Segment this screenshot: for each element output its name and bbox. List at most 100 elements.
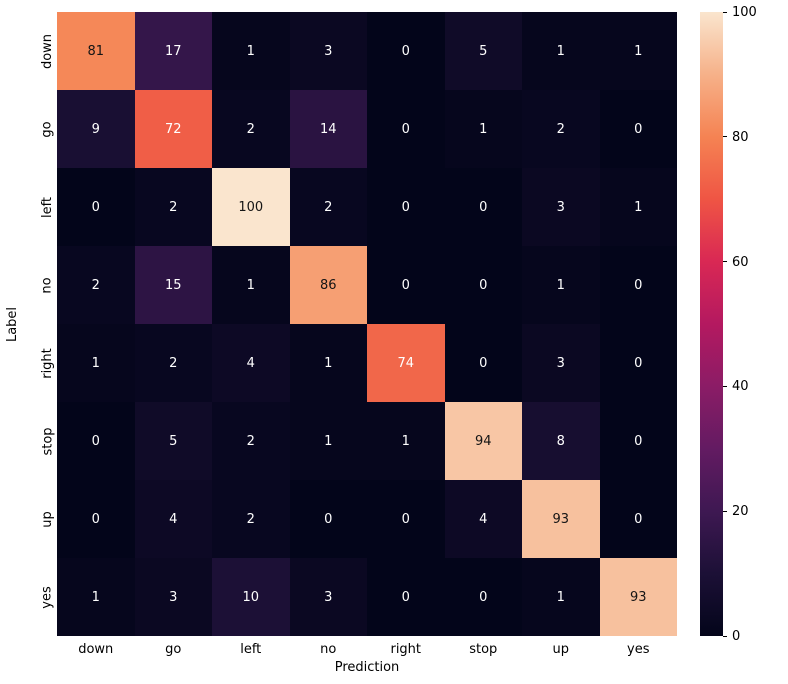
colorbar-tick-mark: [723, 261, 727, 263]
heatmap-cell-yes-down: 1: [57, 558, 135, 636]
heatmap-cell-up-stop: 4: [444, 480, 522, 558]
heatmap-cell-yes-left: 10: [212, 558, 290, 636]
y-tick-label: left: [40, 196, 56, 218]
colorbar: [700, 12, 723, 636]
heatmap-cell-go-stop: 1: [444, 90, 522, 168]
y-tick-label: right: [40, 347, 56, 379]
heatmap-cell-go-right: 0: [367, 90, 445, 168]
colorbar-tick-mark: [723, 385, 727, 387]
heatmap-cell-right-go: 2: [134, 324, 212, 402]
heatmap-cell-down-right: 0: [367, 12, 445, 90]
heatmap-cell-left-up: 3: [522, 168, 600, 246]
colorbar-tick-mark: [723, 11, 727, 13]
colorbar-tick-mark: [723, 635, 727, 637]
heatmap-cell-go-down: 9: [57, 90, 135, 168]
heatmap-cell-up-go: 4: [134, 480, 212, 558]
x-tick-down: down: [78, 641, 114, 657]
heatmap-cell-yes-yes: 93: [599, 558, 677, 636]
x-axis-label-text: Prediction: [334, 660, 400, 675]
heatmap-cell-left-no: 2: [289, 168, 367, 246]
heatmap-cell-down-left: 1: [212, 12, 290, 90]
heatmap-cell-right-right: 74: [367, 324, 445, 402]
y-tick-label: down: [40, 33, 56, 69]
heatmap-cell-no-stop: 0: [444, 246, 522, 324]
heatmap-cell-stop-stop: 94: [444, 402, 522, 480]
x-tick-go: go: [165, 641, 182, 657]
colorbar-gradient: [700, 12, 723, 636]
heatmap-cell-yes-right: 0: [367, 558, 445, 636]
heatmap-cell-stop-down: 0: [57, 402, 135, 480]
colorbar-tick-label-40: 40: [732, 379, 749, 395]
heatmap-cell-right-stop: 0: [444, 324, 522, 402]
heatmap-cell-left-go: 2: [134, 168, 212, 246]
heatmap-cell-down-no: 3: [289, 12, 367, 90]
heatmap-cell-no-no: 86: [289, 246, 367, 324]
heatmap-cell-right-left: 4: [212, 324, 290, 402]
heatmap-cell-stop-left: 2: [212, 402, 290, 480]
heatmap-cell-no-yes: 0: [599, 246, 677, 324]
heatmap-cell-right-down: 1: [57, 324, 135, 402]
heatmap-cell-stop-yes: 0: [599, 402, 677, 480]
heatmap-cell-up-no: 0: [289, 480, 367, 558]
colorbar-tick-label-100: 100: [732, 5, 757, 20]
colorbar-tick-label-60: 60: [732, 254, 749, 270]
heatmap-cell-go-go: 72: [134, 90, 212, 168]
colorbar-tick-label-20: 20: [732, 504, 749, 520]
heatmap-grid: 81 17 1 3 0 5 1 1 9 72 2 14 0 1 2 0 0 2 100 2 0 0 3 1 2 15 1 86 0 0 1 0…: [57, 12, 677, 636]
heatmap-cell-stop-no: 1: [289, 402, 367, 480]
heatmap-cell-yes-up: 1: [522, 558, 600, 636]
x-tick-left: left: [240, 641, 262, 657]
x-tick-yes: yes: [627, 641, 650, 657]
y-axis-label-text: Label: [5, 306, 21, 342]
heatmap-cell-right-yes: 0: [599, 324, 677, 402]
heatmap-cell-down-stop: 5: [444, 12, 522, 90]
heatmap-cell-no-right: 0: [367, 246, 445, 324]
heatmap-cell-no-up: 1: [522, 246, 600, 324]
heatmap-cell-right-no: 1: [289, 324, 367, 402]
heatmap-cell-yes-stop: 0: [444, 558, 522, 636]
heatmap-cell-up-left: 2: [212, 480, 290, 558]
heatmap-cell-left-stop: 0: [444, 168, 522, 246]
heatmap-cell-left-left: 100: [212, 168, 290, 246]
heatmap-cell-yes-no: 3: [289, 558, 367, 636]
heatmap-cell-stop-up: 8: [522, 402, 600, 480]
x-axis-label: Prediction: [57, 660, 677, 675]
colorbar-tick-mark: [723, 510, 727, 512]
colorbar-ticks: 0 20 40 60 80 100: [723, 6, 783, 643]
x-tick-stop: stop: [469, 641, 498, 657]
colorbar-tick-label-80: 80: [732, 129, 749, 145]
y-tick-label: up: [40, 510, 56, 528]
heatmap-cell-no-down: 2: [57, 246, 135, 324]
heatmap-cell-stop-right: 1: [367, 402, 445, 480]
heatmap-cell-stop-go: 5: [134, 402, 212, 480]
heatmap-cell-down-go: 17: [134, 12, 212, 90]
x-tick-no: no: [320, 641, 337, 657]
heatmap-cell-go-yes: 0: [599, 90, 677, 168]
heatmap-cell-left-right: 0: [367, 168, 445, 246]
heatmap-cell-no-go: 15: [134, 246, 212, 324]
heatmap-cell-go-no: 14: [289, 90, 367, 168]
heatmap-cell-down-down: 81: [57, 12, 135, 90]
heatmap-cell-yes-go: 3: [134, 558, 212, 636]
colorbar-tick-mark: [723, 136, 727, 138]
heatmap-cell-left-yes: 1: [599, 168, 677, 246]
y-tick-label: stop: [40, 426, 56, 456]
x-tick-up: up: [552, 641, 570, 657]
heatmap-cell-no-left: 1: [212, 246, 290, 324]
x-tick-labels: down go left no right stop up yes: [57, 640, 677, 658]
heatmap-cell-up-up: 93: [522, 480, 600, 558]
heatmap-cell-down-up: 1: [522, 12, 600, 90]
heatmap-cell-left-down: 0: [57, 168, 135, 246]
colorbar-tick-label-0: 0: [732, 629, 741, 644]
heatmap-cell-up-down: 0: [57, 480, 135, 558]
y-tick-label: yes: [40, 585, 56, 609]
heatmap-cell-right-up: 3: [522, 324, 600, 402]
heatmap-cell-down-yes: 1: [599, 12, 677, 90]
heatmap-cell-go-left: 2: [212, 90, 290, 168]
y-tick-labels: down go left no right stop up yes: [30, 12, 56, 636]
heatmap-cell-go-up: 2: [522, 90, 600, 168]
heatmap-cell-up-yes: 0: [599, 480, 677, 558]
y-tick-label: no: [40, 276, 56, 294]
heatmap-cell-up-right: 0: [367, 480, 445, 558]
